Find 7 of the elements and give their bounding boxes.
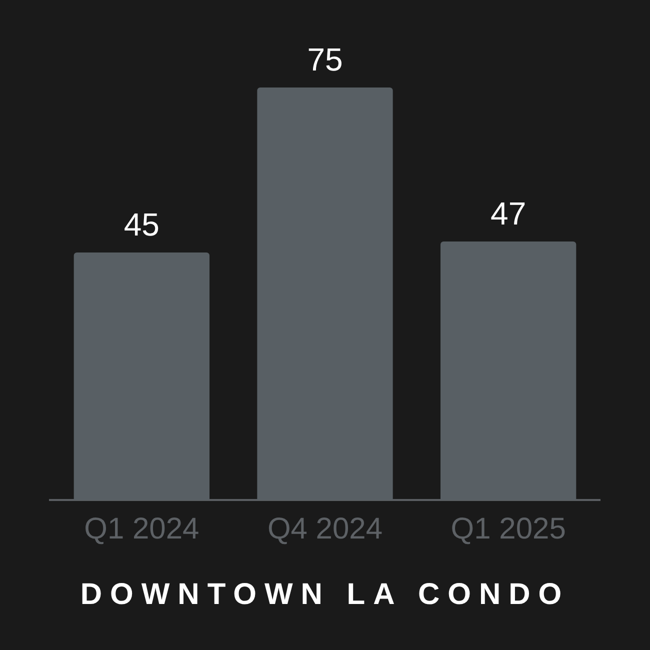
data-label: 45 [124, 206, 160, 242]
x-tick-label: Q4 2024 [267, 512, 383, 546]
x-tick-label: Q1 2025 [450, 512, 566, 546]
x-tick-label: Q1 2024 [84, 512, 200, 546]
text: DOWNTOWN LA CONDO [79, 578, 571, 612]
data-label: 47 [490, 195, 526, 232]
data-label: 75 [307, 41, 343, 78]
